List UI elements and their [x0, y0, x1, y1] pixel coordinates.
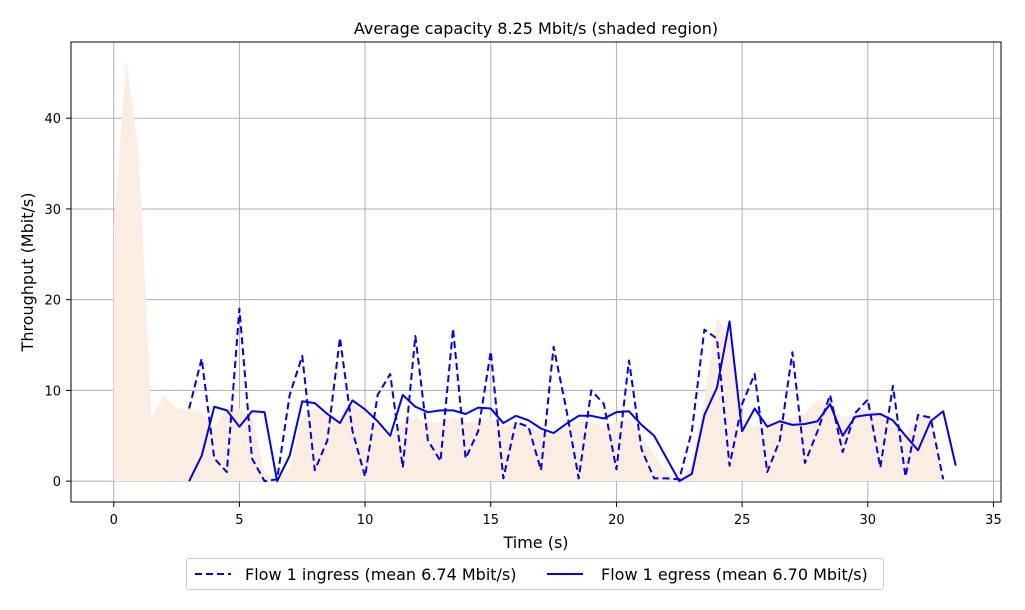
legend-label-ingress: Flow 1 ingress (mean 6.74 Mbit/s) [245, 564, 517, 584]
y-tick-label: 10 [44, 384, 61, 399]
y-axis-label: Throughput (Mbit/s) [18, 193, 37, 353]
y-tick-label: 20 [44, 294, 61, 309]
legend-swatch-solid [547, 573, 583, 575]
x-axis-label: Time (s) [502, 533, 568, 552]
axis-ticks: 0 5 10 15 20 25 30 35 0 10 20 30 40 [44, 112, 1001, 528]
legend-item-egress: Flow 1 egress (mean 6.70 Mbit/s) [545, 559, 868, 589]
x-tick-label: 20 [608, 513, 625, 528]
x-tick-label: 30 [860, 513, 877, 528]
legend-label-egress: Flow 1 egress (mean 6.70 Mbit/s) [601, 564, 868, 584]
x-tick-label: 0 [110, 513, 118, 528]
chart-title: Average capacity 8.25 Mbit/s (shaded reg… [354, 19, 718, 38]
legend: Flow 1 ingress (mean 6.74 Mbit/s) Flow 1… [186, 558, 884, 590]
capacity-area [113, 59, 944, 482]
series-lines [188, 307, 957, 483]
x-tick-label: 10 [357, 513, 374, 528]
x-tick-label: 15 [482, 513, 499, 528]
plot-frame [70, 41, 1002, 503]
legend-item-ingress: Flow 1 ingress (mean 6.74 Mbit/s) [193, 559, 517, 589]
ingress-series-line [188, 307, 945, 483]
x-tick-label: 35 [985, 513, 1002, 528]
egress-series-line [188, 320, 957, 483]
x-tick-label: 25 [734, 513, 751, 528]
y-tick-label: 40 [44, 112, 61, 127]
capacity-shaded-region [113, 59, 944, 482]
x-tick-label: 5 [235, 513, 243, 528]
y-tick-label: 30 [44, 203, 61, 218]
y-tick-label: 0 [53, 475, 61, 490]
legend-swatch-dashed [195, 573, 231, 575]
